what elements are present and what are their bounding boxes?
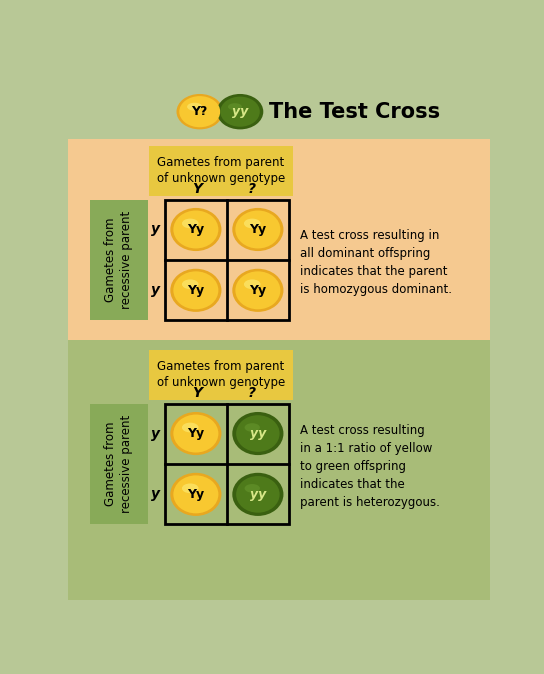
Text: Yy: Yy	[249, 284, 267, 297]
Ellipse shape	[244, 280, 261, 289]
Ellipse shape	[236, 415, 280, 452]
Ellipse shape	[232, 269, 283, 312]
Ellipse shape	[170, 208, 221, 251]
Text: ?: ?	[248, 182, 256, 195]
Ellipse shape	[244, 218, 261, 228]
Text: y: y	[151, 487, 160, 501]
Text: The Test Cross: The Test Cross	[269, 102, 440, 122]
Text: yy: yy	[250, 488, 266, 501]
Text: Yy: Yy	[249, 223, 267, 236]
Ellipse shape	[170, 412, 221, 455]
Text: Y: Y	[193, 386, 202, 400]
Ellipse shape	[170, 269, 221, 312]
Ellipse shape	[170, 472, 221, 516]
Ellipse shape	[232, 412, 283, 455]
Ellipse shape	[245, 423, 260, 432]
Text: Gametes from parent
of unknown genotype: Gametes from parent of unknown genotype	[157, 156, 285, 185]
Ellipse shape	[180, 96, 220, 127]
Ellipse shape	[217, 94, 263, 129]
Bar	[165, 404, 289, 524]
Ellipse shape	[174, 475, 218, 514]
Text: Gametes from
recessive parent: Gametes from recessive parent	[103, 210, 133, 309]
Bar	[165, 200, 289, 319]
Text: Gametes from parent
of unknown genotype: Gametes from parent of unknown genotype	[157, 360, 285, 389]
Ellipse shape	[182, 483, 199, 493]
Text: yy: yy	[232, 105, 248, 118]
Ellipse shape	[182, 423, 199, 432]
Ellipse shape	[174, 415, 218, 452]
Ellipse shape	[232, 472, 283, 516]
Bar	[68, 340, 490, 600]
Text: y: y	[151, 222, 160, 237]
Text: A test cross resulting
in a 1:1 ratio of yellow
to green offspring
indicates tha: A test cross resulting in a 1:1 ratio of…	[300, 423, 441, 508]
Ellipse shape	[182, 280, 199, 289]
Ellipse shape	[245, 484, 260, 493]
Text: Yy: Yy	[187, 284, 205, 297]
Text: Yy: Yy	[187, 427, 205, 440]
Ellipse shape	[236, 272, 280, 309]
Ellipse shape	[236, 476, 280, 513]
Bar	[68, 139, 490, 340]
Ellipse shape	[176, 94, 223, 129]
Bar	[150, 146, 293, 196]
Text: Y?: Y?	[191, 105, 208, 118]
Text: Yy: Yy	[187, 223, 205, 236]
Text: y: y	[151, 427, 160, 441]
Text: Yy: Yy	[187, 488, 205, 501]
Ellipse shape	[236, 210, 280, 249]
Text: yy: yy	[250, 427, 266, 440]
Ellipse shape	[220, 96, 260, 127]
Text: A test cross resulting in
all dominant offspring
indicates that the parent
is ho: A test cross resulting in all dominant o…	[300, 229, 453, 297]
Ellipse shape	[174, 272, 218, 309]
Bar	[90, 200, 148, 319]
Bar	[90, 404, 148, 524]
Ellipse shape	[187, 102, 202, 111]
Ellipse shape	[174, 210, 218, 249]
Text: Y: Y	[193, 182, 202, 195]
Text: Gametes from
recessive parent: Gametes from recessive parent	[103, 415, 133, 513]
Ellipse shape	[182, 218, 199, 228]
Ellipse shape	[232, 208, 283, 251]
Text: y: y	[151, 283, 160, 297]
Text: ?: ?	[248, 386, 256, 400]
Ellipse shape	[228, 103, 242, 111]
Bar	[150, 350, 293, 400]
